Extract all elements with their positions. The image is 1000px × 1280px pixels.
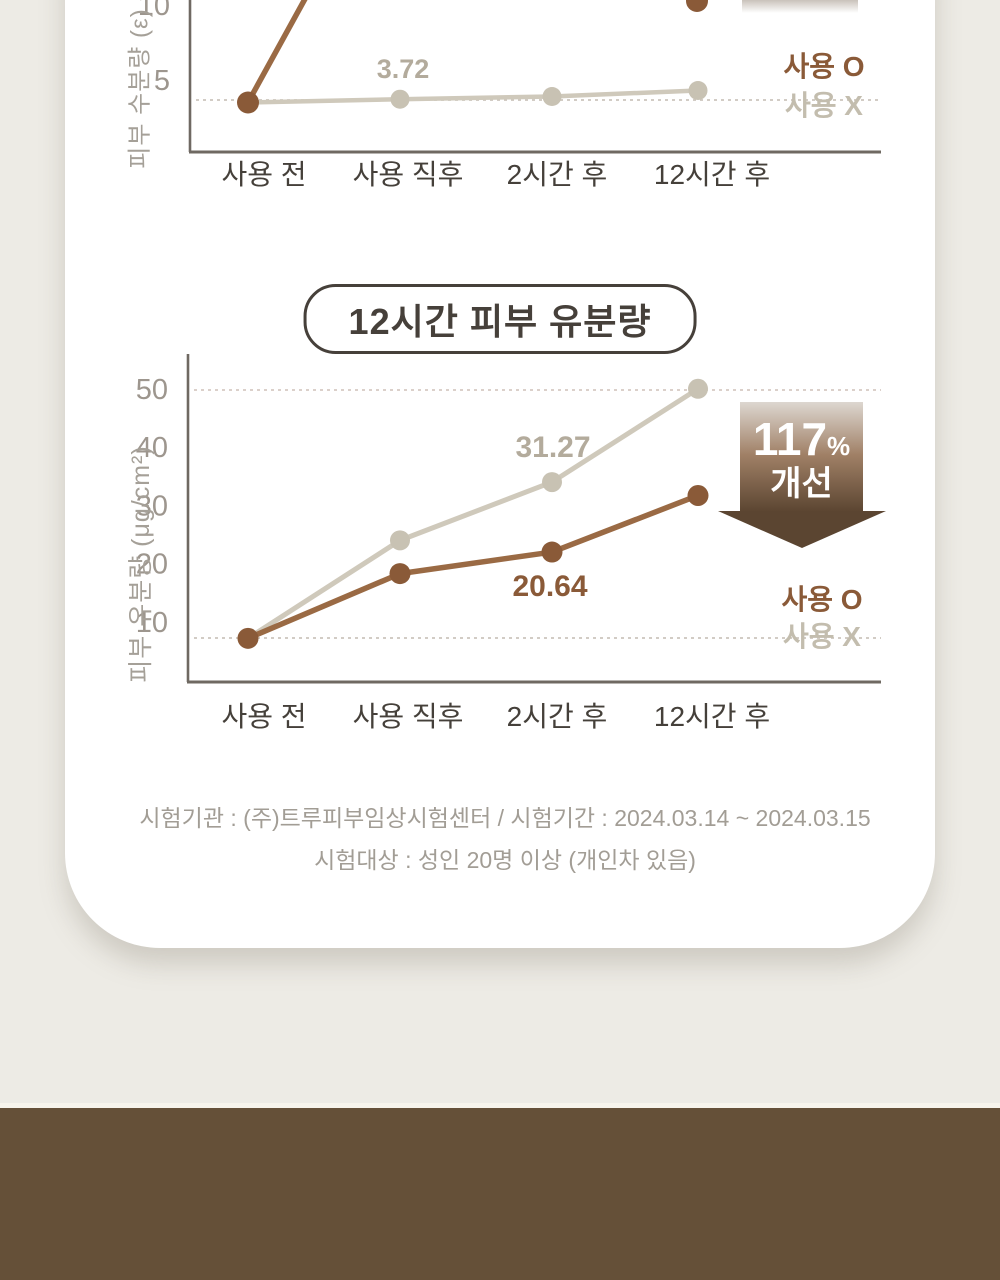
data-line: [245, 0, 308, 106]
x-tick-label: 사용 전: [221, 701, 306, 732]
x-tick-label: 사용 전: [221, 159, 306, 190]
oil-annotation-use-o: 20.64: [512, 570, 588, 603]
moisture-annotation: 3.72: [376, 54, 430, 84]
oil-chart-title: 12시간 피부 유분량: [303, 284, 697, 354]
improvement-arrow-tip: [718, 511, 886, 548]
test-info-line1: 시험기관 : (주)트루피부임상시험센터 / 시험기간 : 2024.03.14…: [139, 805, 871, 831]
data-point: [542, 87, 562, 106]
footer-band: [0, 1108, 1000, 1280]
improvement-arrow-body: [740, 402, 863, 512]
moisture-legend-use-x: 사용 X: [785, 90, 863, 121]
data-line: [245, 492, 701, 642]
data-point: [686, 0, 708, 12]
data-point: [390, 89, 410, 109]
data-point: [688, 378, 708, 399]
y-tick-label: 5: [154, 65, 170, 97]
y-tick-label: 40: [136, 432, 168, 464]
data-line: [245, 88, 701, 105]
improvement-value-row: 117%: [740, 414, 863, 465]
data-point: [390, 530, 410, 551]
pre-footer-strip: [0, 1103, 1000, 1108]
y-tick-label: 20: [136, 549, 168, 581]
y-tick-label: 30: [136, 490, 168, 522]
data-point: [389, 563, 411, 585]
x-tick-label: 2시간 후: [507, 701, 608, 732]
improvement-value: 117: [752, 413, 828, 465]
oil-legend-use-x: 사용 X: [783, 621, 861, 652]
oil-y-axis-label: 피부 유분량 (μg/cm²): [127, 445, 155, 683]
data-point: [687, 484, 709, 506]
y-tick-label: 10: [138, 0, 170, 22]
moisture-legend-use-o: 사용 O: [783, 51, 865, 82]
data-point: [541, 541, 563, 563]
data-point: [237, 627, 259, 649]
improvement-unit: %: [827, 431, 851, 461]
y-tick-label: 10: [136, 607, 168, 639]
x-tick-label: 12시간 후: [654, 701, 770, 732]
upper-chart-arrow-remnant: [742, 0, 858, 13]
improvement-label: 개선: [770, 464, 833, 503]
y-tick-label: 50: [136, 374, 168, 406]
data-point: [237, 91, 259, 114]
x-tick-label: 2시간 후: [507, 159, 608, 190]
oil-annotation-use-x: 31.27: [515, 431, 591, 464]
test-info-line2: 시험대상 : 성인 20명 이상 (개인차 있음): [314, 847, 696, 873]
moisture-y-axis-label: 피부 수분량 (ε): [126, 8, 154, 169]
data-point: [542, 472, 562, 493]
x-tick-label: 12시간 후: [654, 159, 770, 190]
data-point: [688, 81, 708, 100]
x-tick-label: 사용 직후: [353, 701, 464, 732]
data-line: [245, 386, 701, 641]
improvement-arrow-text: 117% 개선: [740, 414, 863, 503]
oil-legend-use-o: 사용 O: [781, 584, 863, 615]
x-tick-label: 사용 직후: [353, 159, 464, 190]
